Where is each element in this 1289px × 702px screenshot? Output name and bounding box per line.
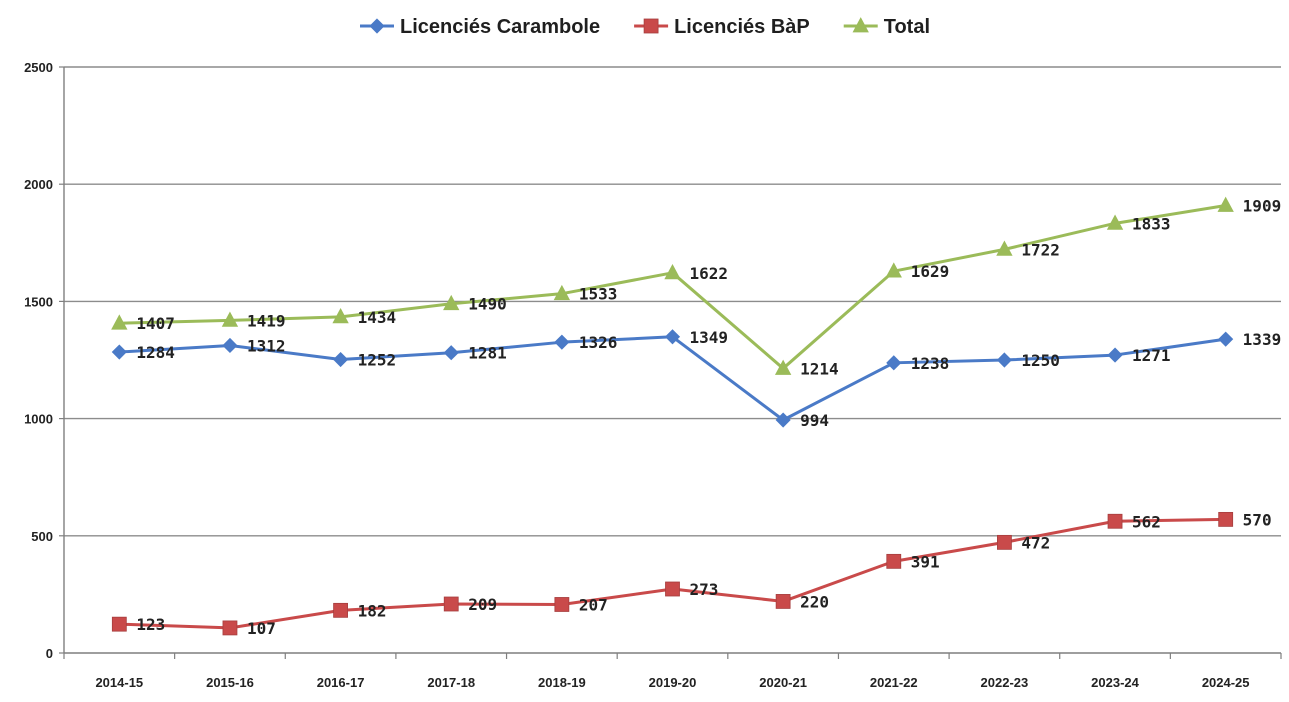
data-point [554,334,570,350]
data-label: 107 [247,619,276,638]
data-labels: 1284 1312 1252 1281 1326 1349 994 1238 1250 1271 1… [136,197,1281,638]
data-point [1107,513,1123,529]
data-point [664,263,681,280]
data-point [1107,347,1123,363]
data-label: 1284 [136,343,175,362]
data-label: 1629 [911,262,950,281]
y-tick-label: 2500 [24,60,53,75]
data-point [1218,511,1234,527]
x-tick-label: 2022-23 [981,675,1029,690]
data-label: 1312 [247,336,286,355]
data-label: 1533 [579,285,618,304]
data-point [775,594,791,609]
data-label: 1271 [1132,346,1171,365]
y-tick-label: 2000 [24,177,53,192]
data-label: 207 [579,595,608,614]
data-point [111,314,128,330]
data-label: 570 [1243,510,1272,529]
data-point [997,534,1012,550]
legend-marker [369,18,385,34]
data-label: 209 [468,595,497,614]
data-point [221,311,239,327]
x-tick-label: 2023-24 [1091,675,1139,690]
data-label: 1252 [358,351,397,370]
data-label: 1419 [247,311,286,330]
data-point [996,240,1013,256]
data-label: 273 [690,580,719,599]
x-tick-label: 2016-17 [317,675,365,690]
data-label: 1214 [800,359,839,378]
data-point [333,602,348,618]
legend-label: Licenciés BàP [674,16,810,38]
data-point [443,596,459,612]
data-point [1218,331,1234,347]
legend: Licenciés Carambole Licenciés BàP Total [360,16,930,38]
legend-item: Licenciés Carambole [360,16,600,38]
x-tick-label: 2017-18 [427,675,475,690]
x-tick-label: 2019-20 [649,675,697,690]
data-point [332,308,349,324]
data-point [664,329,681,345]
data-label: 1434 [358,308,397,327]
data-label: 1339 [1243,330,1282,349]
x-tick-label: 2021-22 [870,675,918,690]
legend-label: Total [884,16,930,38]
legend-item: Licenciés BàP [634,16,810,38]
grid [64,66,1281,654]
legend-marker [852,17,869,33]
data-point [885,262,902,278]
data-label: 182 [358,601,387,620]
data-point [665,581,680,597]
data-label: 1349 [690,328,729,347]
data-point [554,597,570,612]
data-label: 994 [800,411,829,430]
data-point [996,352,1012,368]
legend-label: Licenciés Carambole [400,16,600,38]
data-label: 1250 [1021,351,1060,370]
data-label: 1407 [136,314,175,333]
data-point [1106,214,1124,230]
data-label: 472 [1021,533,1050,552]
data-label: 562 [1132,512,1161,531]
data-point [333,351,349,368]
x-tick-label: 2020-21 [759,675,807,690]
data-point [886,553,902,569]
data-point [443,345,459,361]
data-label: 391 [911,552,940,571]
data-label: 1833 [1132,214,1171,233]
x-tick-label: 2024-25 [1202,675,1250,690]
data-point [222,620,238,636]
data-label: 1622 [690,264,729,283]
data-point [775,412,791,428]
data-label: 1722 [1021,240,1060,259]
x-tick-label: 2018-19 [538,675,586,690]
data-point [443,294,460,311]
y-tick-label: 500 [31,529,53,544]
data-label: 1490 [468,295,507,314]
y-tick-label: 1000 [24,412,53,427]
data-label: 1281 [468,344,507,363]
data-point [111,344,127,360]
y-tick-label: 1500 [24,294,53,309]
legend-marker [643,18,659,34]
legend-item: Total [843,16,930,38]
data-point [111,616,127,632]
data-label: 1909 [1243,197,1282,216]
data-point [774,359,792,375]
data-label: 1326 [579,333,618,352]
data-point [1217,196,1234,212]
data-label: 123 [136,615,165,634]
data-point [553,284,571,301]
x-tick-label: 2014-15 [95,675,143,690]
data-point [222,337,238,354]
axes: 0 500 1000 1500 2000 2500 2014-15 2015-16 2016-1… [24,60,1282,690]
series-layer [111,196,1234,636]
data-label: 220 [800,592,829,611]
y-tick-label: 0 [46,646,53,661]
x-tick-label: 2015-16 [206,675,254,690]
data-label: 1238 [911,354,950,373]
data-point [886,355,902,371]
